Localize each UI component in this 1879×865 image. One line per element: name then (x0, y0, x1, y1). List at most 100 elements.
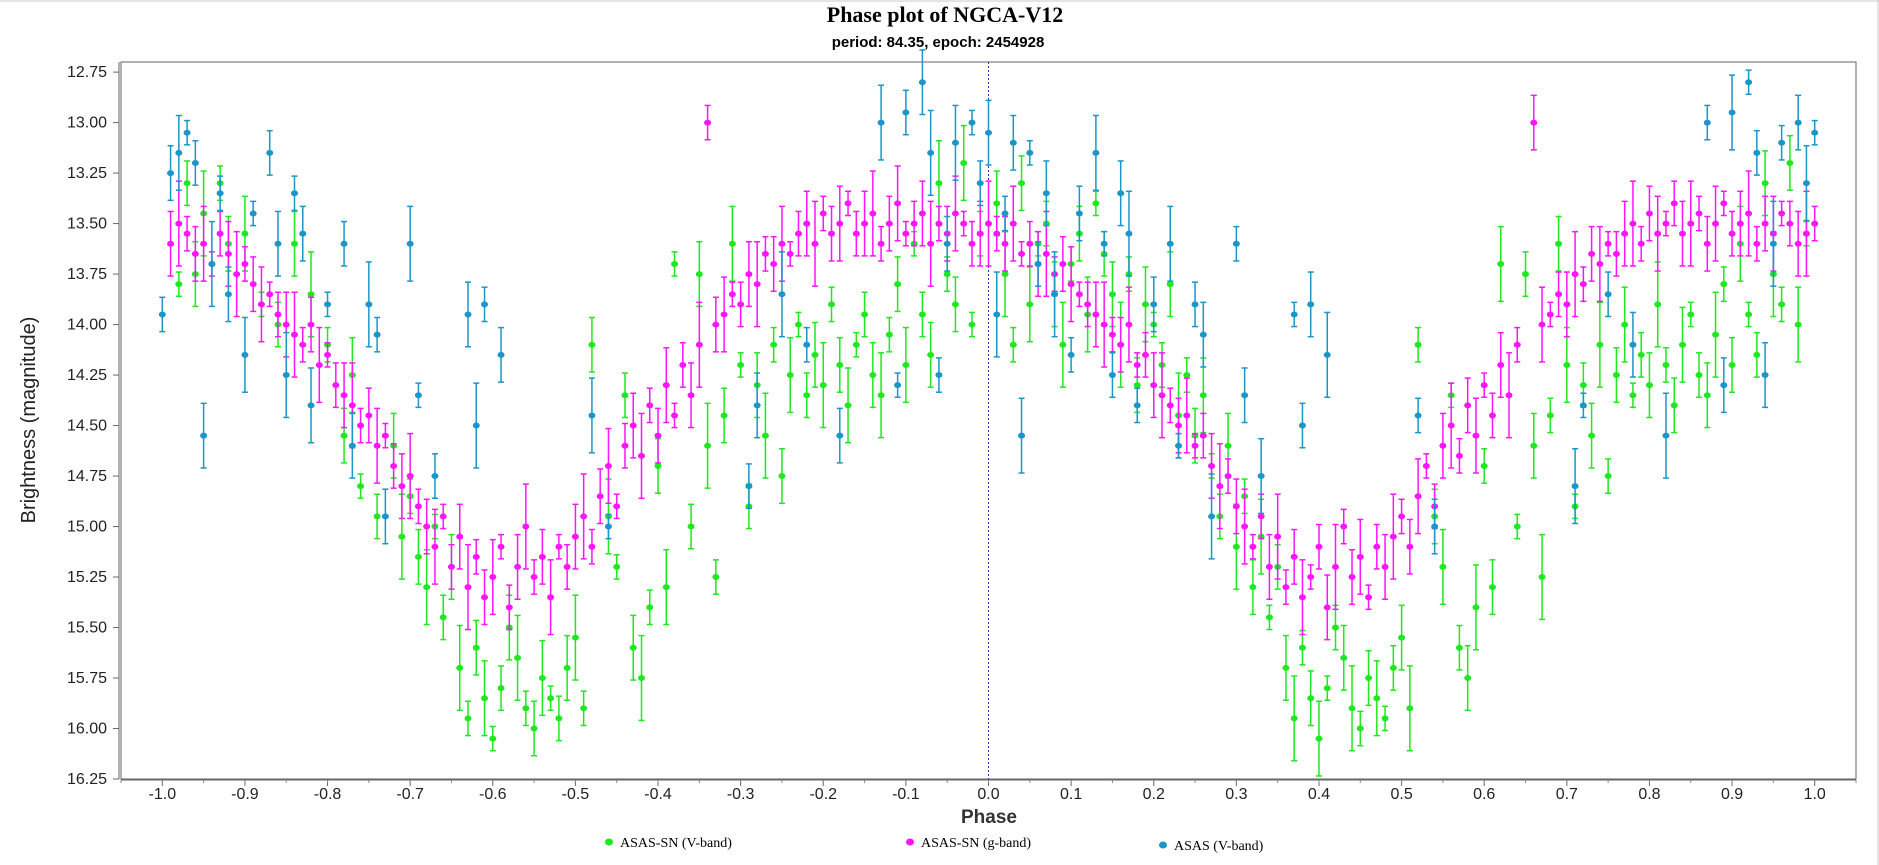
data-point (497, 543, 505, 550)
x-tick-label: 0.3 (1225, 786, 1247, 803)
data-point (1282, 664, 1290, 671)
data-point (1786, 159, 1794, 166)
x-tick-label: 0.4 (1308, 786, 1330, 803)
data-point (1695, 372, 1703, 379)
legend-marker (605, 838, 613, 846)
data-point (621, 392, 629, 399)
data-point (1208, 513, 1216, 520)
data-point (745, 483, 753, 490)
data-point (1720, 281, 1728, 288)
data-point (456, 664, 464, 671)
data-point (1125, 321, 1133, 328)
data-point (340, 240, 348, 247)
data-point (1290, 553, 1298, 560)
data-series-group (158, 49, 1819, 777)
data-point (1323, 351, 1331, 358)
data-point (200, 432, 208, 439)
data-point (1596, 260, 1604, 267)
data-point (1645, 382, 1653, 389)
data-point (1728, 361, 1736, 368)
data-point (1621, 321, 1629, 328)
data-point (1753, 149, 1761, 156)
data-point (489, 574, 497, 581)
data-point (894, 382, 902, 389)
data-point (646, 604, 654, 611)
data-point (720, 412, 728, 419)
data-point (968, 119, 976, 126)
data-point (1398, 634, 1406, 641)
data-point (1117, 190, 1125, 197)
data-point (538, 675, 546, 682)
data-point (481, 594, 489, 601)
data-point (613, 503, 621, 510)
data-point (671, 412, 679, 419)
data-point (877, 119, 885, 126)
data-point (1579, 402, 1587, 409)
data-point (315, 361, 323, 368)
data-point (414, 553, 422, 560)
data-point (1712, 331, 1720, 338)
data-point (530, 574, 538, 581)
data-point (1307, 695, 1315, 702)
data-point (1761, 220, 1769, 227)
data-point (1447, 422, 1455, 429)
data-point (332, 382, 340, 389)
data-point (1769, 240, 1777, 247)
data-point (1307, 301, 1315, 308)
data-point (390, 462, 398, 469)
data-point (1546, 311, 1554, 318)
data-point (720, 311, 728, 318)
data-point (1356, 725, 1364, 732)
data-point (1703, 392, 1711, 399)
y-tick-label: 15.00 (67, 519, 107, 536)
data-point (522, 523, 530, 530)
data-point (1348, 705, 1356, 712)
data-point (1612, 372, 1620, 379)
data-point (1728, 109, 1736, 116)
data-point (1224, 473, 1232, 480)
x-tick-label: 0.9 (1721, 786, 1743, 803)
data-point (918, 210, 926, 217)
data-point (1175, 422, 1183, 429)
data-point (497, 685, 505, 692)
x-tick-label: 0.2 (1143, 786, 1165, 803)
data-point (1472, 432, 1480, 439)
data-point (1538, 574, 1546, 581)
data-point (1472, 604, 1480, 611)
data-point (1381, 715, 1389, 722)
data-point (588, 341, 596, 348)
data-point (869, 210, 877, 217)
data-point (423, 584, 431, 591)
data-point (266, 149, 274, 156)
data-point (902, 109, 910, 116)
data-point (1108, 291, 1116, 298)
data-point (1224, 442, 1232, 449)
data-point (307, 402, 315, 409)
data-point (960, 159, 968, 166)
data-point (1059, 341, 1067, 348)
data-point (1778, 210, 1786, 217)
data-point (1414, 493, 1422, 500)
x-tick-label: -0.9 (231, 786, 259, 803)
data-point (844, 200, 852, 207)
data-point (1075, 291, 1083, 298)
data-point (1513, 523, 1521, 530)
data-point (431, 473, 439, 480)
data-point (373, 331, 381, 338)
data-point (737, 361, 745, 368)
data-point (307, 321, 315, 328)
data-point (1662, 220, 1670, 227)
data-point (1637, 240, 1645, 247)
data-point (1588, 432, 1596, 439)
data-point (1745, 210, 1753, 217)
data-point (885, 331, 893, 338)
data-point (398, 533, 406, 540)
data-point (976, 180, 984, 187)
y-tick-label: 16.25 (67, 771, 107, 788)
data-point (324, 351, 332, 358)
data-point (935, 220, 943, 227)
data-point (993, 311, 1001, 318)
data-point (1133, 361, 1141, 368)
data-point (1067, 351, 1075, 358)
data-point (1042, 250, 1050, 257)
